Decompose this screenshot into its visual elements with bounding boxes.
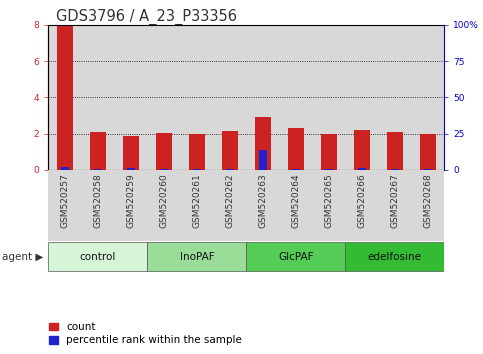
Text: GSM520265: GSM520265 [325,173,333,228]
Bar [386,132,403,170]
Text: GSM520267: GSM520267 [390,173,399,228]
Text: GSM520261: GSM520261 [192,173,201,228]
Text: control: control [80,252,116,262]
Text: GSM520266: GSM520266 [357,173,366,228]
Bar [188,133,205,170]
Bar [378,25,412,170]
Bar [127,169,135,170]
Bar [147,25,180,170]
Bar [81,170,114,241]
Text: GSM520259: GSM520259 [127,173,135,228]
Text: InoPAF: InoPAF [180,252,214,262]
Bar [180,170,213,241]
Bar [222,131,238,170]
Bar [321,133,337,170]
Bar [147,170,180,241]
Bar [123,136,139,170]
FancyBboxPatch shape [147,242,246,271]
Text: GSM520260: GSM520260 [159,173,168,228]
Bar [279,170,313,241]
Text: GSM520263: GSM520263 [258,173,267,228]
Bar [313,170,345,241]
Bar [279,25,313,170]
Bar [313,25,345,170]
Bar [114,25,147,170]
Bar [213,25,246,170]
Bar [255,117,271,170]
Bar [354,130,370,170]
Text: GDS3796 / A_23_P33356: GDS3796 / A_23_P33356 [56,8,237,25]
Legend: count, percentile rank within the sample: count, percentile rank within the sample [49,322,242,345]
Text: GSM520258: GSM520258 [93,173,102,228]
Text: GlcPAF: GlcPAF [278,252,313,262]
Bar [180,25,213,170]
FancyBboxPatch shape [246,242,345,271]
Text: GSM520262: GSM520262 [226,173,234,228]
Bar [226,169,234,170]
Text: GSM520257: GSM520257 [60,173,69,228]
Bar [345,170,378,241]
Bar [259,150,267,170]
Bar [114,170,147,241]
Bar [292,169,299,170]
Bar [412,25,444,170]
Bar [391,169,398,170]
Bar [378,170,412,241]
Text: GSM520268: GSM520268 [424,173,432,228]
Bar [246,170,279,241]
Bar [420,133,436,170]
Bar [193,169,200,170]
Bar [345,25,378,170]
Bar [89,132,106,170]
Bar [48,170,81,241]
Bar [424,169,432,170]
Bar [246,25,279,170]
Bar [325,169,333,170]
Bar [61,167,69,170]
FancyBboxPatch shape [345,242,444,271]
Text: agent ▶: agent ▶ [2,252,44,262]
Bar [160,169,168,170]
Bar [57,25,73,170]
Bar [48,25,81,170]
Bar [213,170,246,241]
FancyBboxPatch shape [48,242,147,271]
Bar [412,170,444,241]
Bar [94,169,101,170]
Bar [81,25,114,170]
Bar [156,133,172,170]
Text: edelfosine: edelfosine [368,252,422,262]
Text: GSM520264: GSM520264 [291,173,300,228]
Bar [287,128,304,170]
Bar [358,169,366,170]
